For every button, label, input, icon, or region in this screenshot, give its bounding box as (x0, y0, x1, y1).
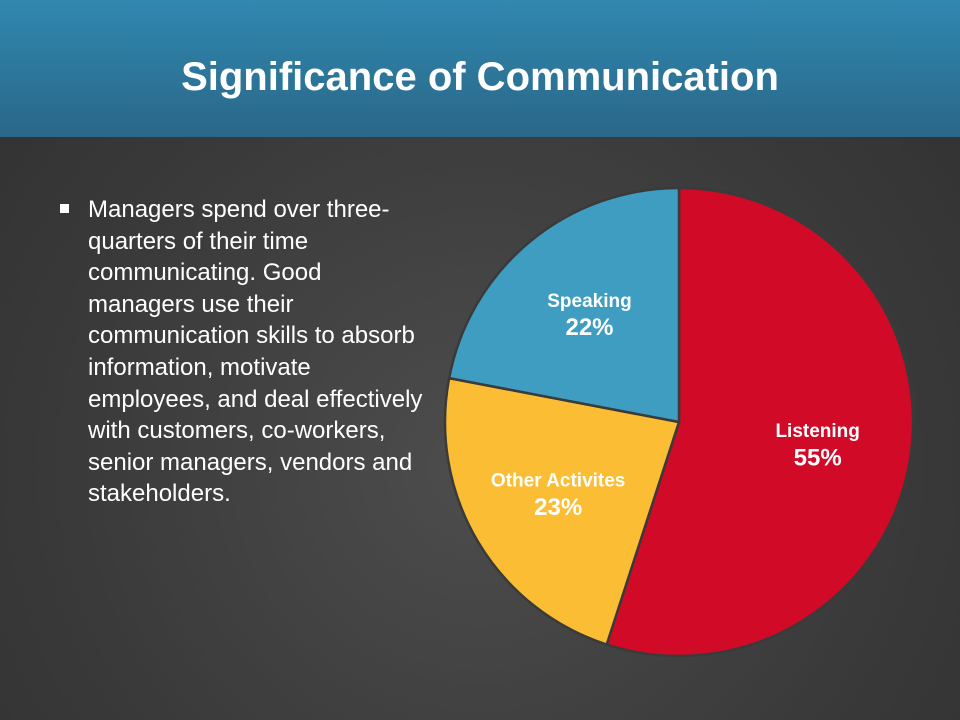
slice-value-label: 22% (565, 314, 613, 341)
slice-value-label: 55% (794, 444, 842, 471)
slice-label: Listening (775, 421, 859, 442)
pie-slice (447, 186, 681, 424)
slice-label: Speaking (547, 291, 631, 312)
pie-slice (605, 186, 915, 658)
slice-value-label: 23% (534, 494, 582, 521)
slide-title: Significance of Communication (181, 55, 779, 99)
header: Significance of Communication (0, 0, 960, 137)
bullet-item: Managers spend over three-quarters of th… (60, 194, 430, 510)
pie-slice (443, 376, 681, 647)
slice-label: Other Activites (491, 470, 625, 491)
bullet-list: Managers spend over three-quarters of th… (60, 194, 430, 510)
